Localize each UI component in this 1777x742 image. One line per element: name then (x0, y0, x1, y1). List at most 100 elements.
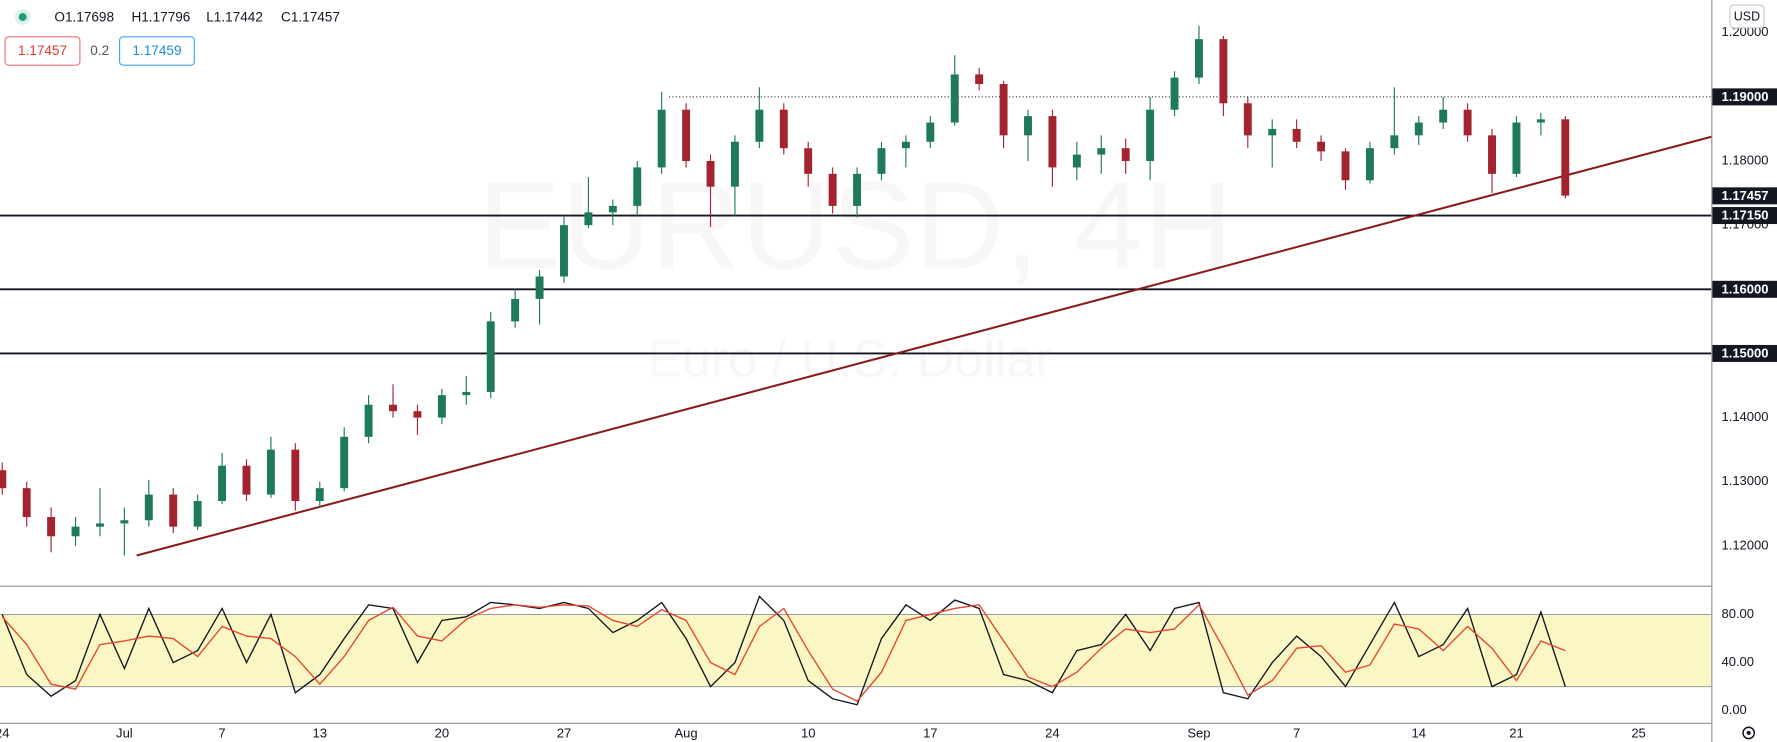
buy-price[interactable]: 1.17459 (132, 43, 181, 58)
candle-body (1194, 39, 1203, 78)
x-tick-label: Jul (116, 726, 133, 741)
x-tick-label: 24 (1045, 726, 1059, 741)
watermark-description: Euro / U.S. Dollar (647, 330, 1053, 388)
x-tick-label: 10 (801, 726, 815, 741)
status-dot (18, 13, 27, 21)
y-tick-label: 1.18000 (1721, 152, 1768, 167)
candle-body (804, 148, 813, 174)
y-tick-label: 1.12000 (1721, 537, 1768, 552)
candle-body (364, 404, 373, 437)
candle-body (437, 395, 446, 418)
candle-body (193, 500, 202, 527)
settings-gear[interactable] (1742, 726, 1756, 740)
candle-body (1243, 103, 1252, 136)
candle-body (462, 391, 471, 396)
candle-body (682, 109, 691, 162)
candle-body (950, 74, 959, 123)
candle-body (1512, 122, 1521, 174)
level-box (1712, 280, 1777, 298)
candle-body (535, 276, 544, 299)
trendline (136, 135, 1713, 557)
candle-body (218, 465, 227, 501)
ohlc-high: H1.17796 (131, 10, 190, 25)
x-tick-label: 27 (557, 726, 571, 741)
level-box (1712, 344, 1777, 362)
stochastic-background (0, 614, 1712, 688)
x-tick-label: Aug (675, 726, 698, 741)
candle-body (999, 84, 1008, 136)
candle-body (1170, 77, 1179, 110)
candle-body (975, 74, 984, 85)
candle-body (486, 321, 495, 392)
candle-body (730, 141, 739, 187)
candle-body (608, 205, 617, 213)
candle-body (1268, 128, 1277, 136)
settings-icon[interactable] (1742, 726, 1756, 740)
candle-body (291, 449, 300, 501)
candle-body (1146, 109, 1155, 162)
candle-body (1219, 39, 1228, 104)
candle-body (1561, 119, 1570, 196)
candle-body (901, 141, 910, 149)
stochastic-tick-label: 0.00 (1721, 702, 1746, 717)
stochastic-pane (1, 595, 1566, 706)
x-tick-label: 25 (1631, 726, 1645, 741)
x-tick-label: 24 (0, 726, 10, 741)
sell-button[interactable] (4, 36, 81, 66)
stochastic-line (1, 603, 1566, 702)
currency-box[interactable] (1729, 4, 1765, 29)
ohlc-open: O1.17698 (54, 10, 114, 25)
candle-body (169, 494, 178, 527)
x-tick-label: Sep (1187, 726, 1210, 741)
candle-body (1341, 151, 1350, 181)
candle-body (1488, 135, 1497, 174)
candle-body (266, 449, 275, 495)
sell-price[interactable]: 1.17457 (18, 43, 67, 58)
candle-body (340, 436, 349, 489)
candle-body (1024, 116, 1032, 136)
candle-body (22, 488, 31, 518)
candle-body (755, 109, 764, 142)
candle-body (1390, 135, 1399, 149)
candle-body (144, 494, 153, 521)
candle-body (1365, 148, 1374, 181)
candle-body (1292, 128, 1301, 142)
x-tick-label: 17 (923, 726, 937, 741)
level-label: 1.19000 (1721, 89, 1768, 104)
candle-body (389, 404, 397, 412)
level-box (1712, 88, 1777, 106)
candle-body (71, 526, 80, 537)
ohlc-low: L1.17442 (206, 10, 263, 25)
candle-body (511, 298, 520, 322)
candle-body (828, 173, 837, 206)
x-tick-label: 14 (1412, 726, 1426, 741)
candle-body (242, 465, 251, 495)
price-axis: 1.200001.180001.170001.140001.130001.120… (0, 24, 1777, 741)
buy-button[interactable] (118, 36, 195, 66)
candle-body (1463, 109, 1472, 136)
settings-hub[interactable] (1746, 730, 1751, 735)
currency[interactable]: USD (1734, 9, 1760, 23)
candle-body (560, 225, 568, 277)
candle-body (853, 173, 862, 206)
candle-body (0, 470, 7, 489)
candle-body (95, 523, 104, 527)
candle-body (1414, 122, 1423, 136)
candle-body (633, 167, 642, 206)
candle-body (413, 411, 422, 418)
candle-body (1121, 148, 1130, 162)
last-price-box (1712, 187, 1777, 205)
ohlc-close: C1.17457 (281, 10, 340, 25)
legend: O1.17698 H1.17796 L1.17442 C1.17457 1.17… (4, 4, 1765, 740)
stochastic-line (1, 595, 1566, 706)
x-tick-label: 13 (313, 726, 327, 741)
candle-body (1072, 154, 1081, 168)
candle-body (706, 161, 715, 187)
candle-body (877, 148, 886, 174)
level-box (1712, 207, 1777, 225)
level-label: 1.15000 (1721, 345, 1768, 360)
candle-body (1097, 148, 1106, 155)
spread: 0.2 (90, 43, 109, 58)
